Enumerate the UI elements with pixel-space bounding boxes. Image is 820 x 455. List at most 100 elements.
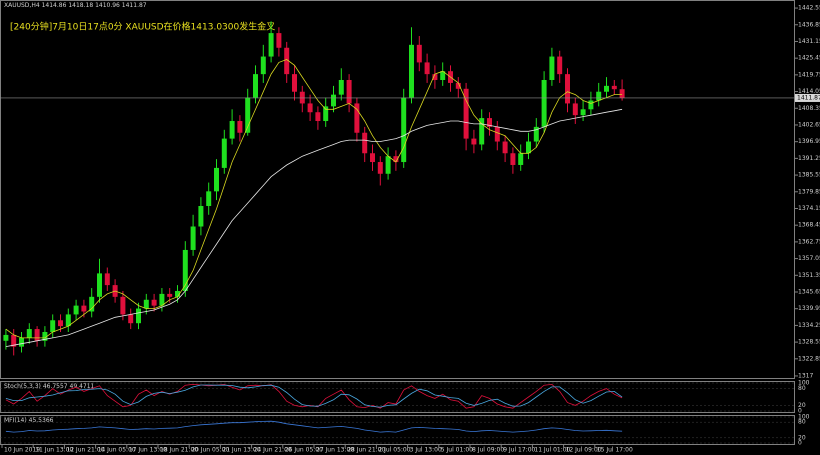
candle-body [198,205,204,227]
symbol: XAUUSD,H4 [4,2,40,9]
candle-body [276,33,282,48]
candle-body [253,74,258,98]
y-tick-label: 1385.55 [798,172,820,179]
stoch-header: Stoch(5,3,3) 46.7557 49.4711 [4,383,95,390]
candle-body [588,100,594,110]
candle-body [611,85,617,90]
y-tick-label: 1425.45 [798,55,820,62]
stoch-d-line [5,384,623,408]
candle-body [260,56,266,75]
x-tick-label: 10 Jun 2019 [4,447,40,454]
candle-body [245,97,251,133]
candle-body [167,293,173,297]
candle-body [424,62,430,75]
stoch-k-line [5,383,623,409]
candle-body [3,334,9,341]
candle-body [377,162,383,174]
y-tick-label: 1357.05 [798,255,820,262]
y-tick-label: 1368.45 [798,222,820,229]
sub-tick-label: 80 [798,385,806,392]
y-tick-label: 1362.75 [798,238,820,245]
y-tick-label: 1408.35 [798,105,820,112]
candle-body [292,74,297,92]
candle-body [206,191,212,206]
candle-body [89,296,95,312]
candle-body [229,121,235,139]
candle-body [455,82,461,89]
candle-body [221,138,227,168]
x-tick-label: 11 Jun 13:00 [35,447,73,454]
mfi-value: 45.5366 [29,417,54,424]
candle-body [401,97,407,163]
x-tick-label: 27 Jun 13:00 [316,447,354,454]
candle-body [549,56,555,80]
stoch-d: 49.4711 [70,383,95,390]
x-tick-label: 17 Jun 13:00 [129,447,167,454]
x-tick-label: 15 Jul 17:00 [597,447,633,454]
x-tick-label: 8 Jul 09:00 [472,447,504,454]
candle-body [565,74,570,104]
y-tick-label: 1391.25 [798,155,820,162]
candle-body [362,132,368,154]
x-tick-label: 9 Jul 17:00 [503,447,535,454]
x-tick-label: 24 Jun 21:00 [254,447,292,454]
candle-body [604,85,609,92]
y-tick-label: 1414.05 [798,88,820,95]
y-tick-label: 1431.15 [798,38,820,45]
stoch-label: Stoch(5,3,3) [4,383,41,390]
candle-body [104,273,110,286]
candle-body [11,334,17,347]
y-tick-label: 1396.95 [798,138,820,145]
mfi-label: MFI(14) [4,417,27,424]
candle-body [268,33,274,57]
candle-body [409,44,414,98]
candle-body [385,156,391,174]
candle-body [299,91,305,104]
y-tick-label: 1345.65 [798,288,820,295]
candle-body [214,167,219,192]
open: 1414.86 [42,2,67,9]
candle-body [42,331,48,341]
candle-body [81,305,87,312]
x-tick-label: 2 Jul 05:00 [378,447,410,454]
candle-body [175,290,180,297]
candle-body [502,141,508,154]
candle-body [432,74,438,80]
mfi-frame [0,415,795,445]
y-tick-label: 1436.85 [798,21,820,28]
candle-body [307,103,313,113]
candle-body [331,94,336,107]
y-tick-label: 1351.35 [798,272,820,279]
candle-body [128,314,134,324]
x-tick-label: 5 Jul 01:00 [441,447,473,454]
candle-body [557,56,563,75]
candle-body [50,320,56,332]
fast-ma [5,59,623,339]
sub-tick-label: 0 [798,440,802,447]
candle-body [416,44,422,63]
high: 1418.18 [68,2,93,9]
candle-body [463,88,469,139]
x-tick-label: 28 Jun 21:00 [347,447,385,454]
sub-tick-label: 100 [798,414,810,421]
candle-body [190,226,196,250]
candle-body [58,320,63,327]
candle-body [533,126,539,142]
x-tick-label: 26 Jun 05:00 [285,447,323,454]
candle-body [370,153,375,163]
x-tick-label: 12 Jul 09:00 [566,447,602,454]
sub-tick-label: 20 [798,434,806,441]
x-tick-label: 20 Jun 05:00 [191,447,229,454]
x-tick-label: 21 Jun 13:00 [222,447,260,454]
candle-body [65,314,71,327]
candle-body [526,141,531,154]
chart-header: XAUUSD,H4 1414.86 1418.18 1410.96 1411.8… [4,2,147,9]
candle-body [440,71,446,80]
mfi-header: MFI(14) 45.5366 [4,417,54,424]
y-tick-label: 1334.25 [798,322,820,329]
sub-tick-label: 0 [798,408,802,415]
candle-body [26,329,32,338]
y-tick-label: 1379.85 [798,188,820,195]
candle-body [237,121,243,133]
y-tick-label: 1322.85 [798,355,820,362]
